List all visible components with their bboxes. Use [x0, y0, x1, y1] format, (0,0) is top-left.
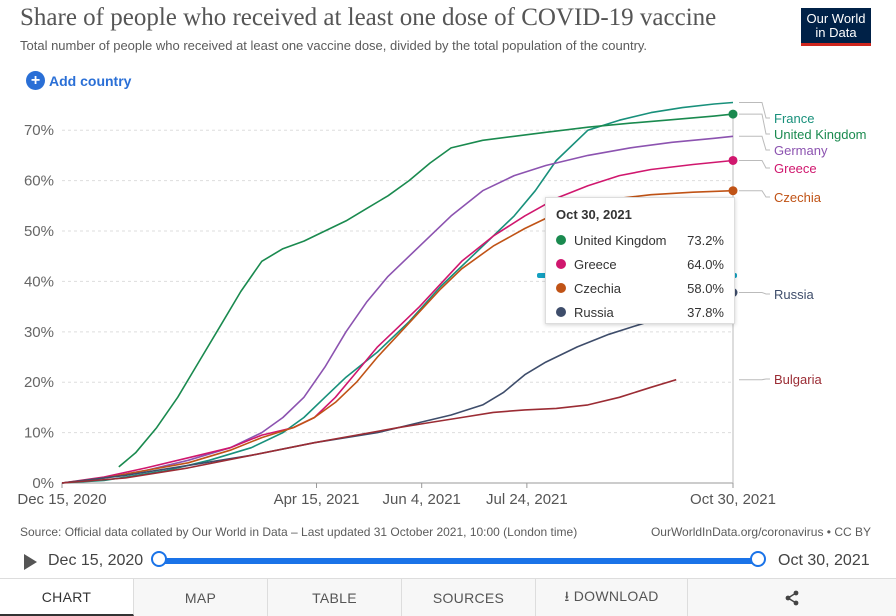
- tooltip-row: Greece 64.0%: [556, 252, 724, 276]
- owid-logo[interactable]: Our World in Data: [801, 8, 871, 46]
- site-link[interactable]: OurWorldInData.org/coronavirus • CC BY: [650, 525, 871, 539]
- chart-title: Share of people who received at least on…: [20, 4, 717, 31]
- legend-connector: [739, 292, 770, 295]
- x-tick-label: Oct 30, 2021: [690, 491, 776, 508]
- series-line-france: [61, 101, 734, 484]
- tooltip-value: 64.0%: [687, 256, 724, 272]
- series-line-greece: [61, 159, 734, 484]
- series-line-germany: [61, 135, 734, 484]
- x-tick-label: Jul 24, 2021: [486, 491, 568, 508]
- timeline-start-label: Dec 15, 2020: [48, 552, 144, 569]
- y-tick-label: 10%: [24, 425, 54, 442]
- tooltip-dot: [556, 283, 566, 293]
- y-tick-label: 20%: [24, 374, 54, 391]
- timeline-end-handle[interactable]: [750, 551, 766, 567]
- legend-label: United Kingdom: [774, 127, 867, 142]
- tab-chart[interactable]: CHART: [0, 579, 134, 616]
- tab-sources[interactable]: SOURCES: [402, 579, 536, 616]
- y-tick-label: 40%: [24, 273, 54, 290]
- chart-subtitle: Total number of people who received at l…: [20, 38, 648, 53]
- tooltip-value: 73.2%: [687, 232, 724, 248]
- share-icon: [785, 590, 799, 605]
- x-tick-label: Dec 15, 2020: [17, 491, 106, 508]
- tooltip-dot: [556, 307, 566, 317]
- y-tick-label: 0%: [32, 475, 54, 492]
- tooltip-row: United Kingdom 73.2%: [556, 228, 724, 252]
- legend-label: Greece: [774, 161, 817, 176]
- legend-connector: [739, 102, 770, 119]
- tooltip-name: Greece: [574, 256, 617, 272]
- legend-connector: [739, 113, 770, 135]
- tooltip-name: Russia: [574, 304, 614, 320]
- series-line-bulgaria: [61, 378, 677, 484]
- series-line-united-kingdom: [118, 113, 734, 468]
- tab-map[interactable]: MAP: [134, 579, 268, 616]
- legend-label: Russia: [774, 287, 815, 302]
- add-country-button[interactable]: + Add country: [26, 71, 131, 90]
- timeline-end-label: Oct 30, 2021: [778, 552, 870, 569]
- tab-table[interactable]: TABLE: [268, 579, 402, 616]
- tab-bar: CHART MAP TABLE SOURCES ⭳ DOWNLOAD: [0, 578, 896, 616]
- tooltip-row: Russia 37.8%: [556, 300, 724, 324]
- add-country-label: Add country: [49, 72, 132, 89]
- source-note: Source: Official data collated by Our Wo…: [20, 525, 578, 539]
- series-end-marker: [728, 155, 738, 165]
- logo-line2: in Data: [815, 25, 857, 40]
- tooltip-dot: [556, 235, 566, 245]
- series-end-marker: [728, 186, 738, 196]
- logo-line1: Our World: [806, 11, 866, 26]
- tooltip-name: Czechia: [574, 280, 621, 296]
- play-icon[interactable]: [24, 554, 37, 570]
- tooltip-name: United Kingdom: [574, 232, 667, 248]
- share-button[interactable]: [688, 579, 896, 616]
- timeline: Dec 15, 2020 Oct 30, 2021: [0, 546, 896, 576]
- plus-icon: +: [26, 71, 45, 90]
- legend-connector: [739, 159, 770, 169]
- legend-connector: [739, 135, 770, 151]
- y-tick-label: 70%: [24, 122, 54, 139]
- tooltip-date: Oct 30, 2021: [556, 207, 632, 222]
- legend-label: France: [774, 111, 814, 126]
- y-tick-label: 60%: [24, 173, 54, 190]
- legend-connector: [739, 378, 770, 381]
- legend-label: Czechia: [774, 190, 822, 205]
- tab-download[interactable]: ⭳ DOWNLOAD: [536, 579, 688, 616]
- series-end-marker: [728, 109, 738, 119]
- tooltip-value: 58.0%: [687, 280, 724, 296]
- timeline-start-handle[interactable]: [151, 551, 167, 567]
- x-tick-label: Jun 4, 2021: [382, 491, 460, 508]
- line-chart: 0% 10% 20% 30% 40% 50% 60% 70% Dec 15, 2020 Apr 1…: [17, 101, 867, 508]
- tooltip: Oct 30, 2021 United Kingdom 73.2% Greece…: [545, 197, 735, 324]
- tooltip-value: 37.8%: [687, 304, 724, 320]
- y-tick-label: 30%: [24, 324, 54, 341]
- legend-connector: [739, 190, 770, 198]
- tooltip-row: Czechia 58.0%: [556, 276, 724, 300]
- tooltip-dot: [556, 259, 566, 269]
- legend-label: Germany: [774, 143, 828, 158]
- timeline-track[interactable]: [159, 558, 758, 564]
- y-tick-label: 50%: [24, 223, 54, 240]
- x-tick-label: Apr 15, 2021: [274, 491, 360, 508]
- legend-label: Bulgaria: [774, 372, 822, 387]
